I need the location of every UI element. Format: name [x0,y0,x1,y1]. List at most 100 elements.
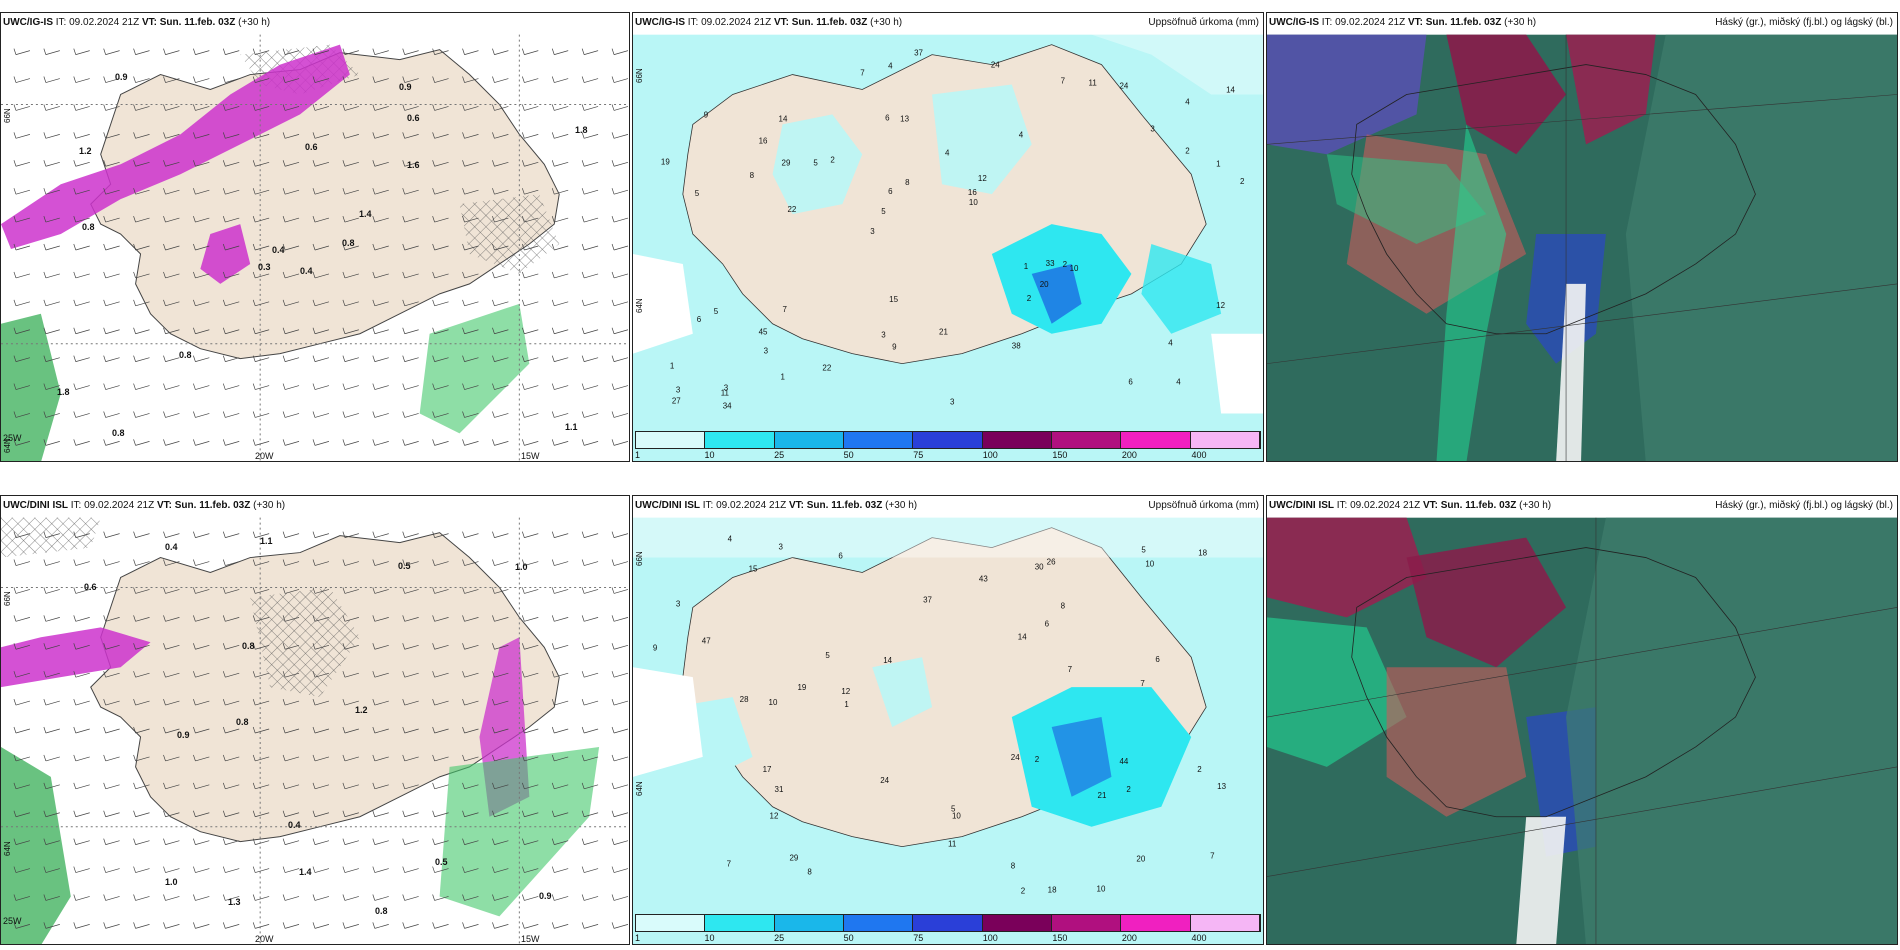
wind-barb [73,866,90,873]
precip-value-label: 24 [991,61,1000,70]
wind-barb [581,754,599,762]
wind-barb [13,327,31,335]
wind-barb [492,76,509,83]
wind-barb [193,615,210,622]
wind-barb [222,531,240,538]
wind-barb [522,243,539,251]
wind-barb [492,782,509,790]
wind-barb [252,188,270,195]
precip-value-label: 6 [885,113,890,122]
wind-barb [492,754,509,762]
wind-barb [551,838,569,845]
wind-barb [282,327,300,335]
wind-barb [372,894,389,901]
precip-value-label: 5 [695,189,700,198]
wind-barb [312,411,330,418]
wind-barb [13,866,31,873]
wind-barb [133,754,150,762]
wind-barb [73,922,90,929]
wind-barb [252,559,270,566]
colorbar-segment [913,432,983,448]
precip-value-label: 24 [1119,82,1128,91]
wind-barb [462,838,479,845]
precip-value-label: 8 [905,178,910,187]
precip-value-label: 9 [704,110,709,119]
wind-barb [432,531,449,538]
wind-barb [522,587,539,594]
wind-barb [581,698,599,706]
wind-barb [43,271,60,279]
wind-barb [611,726,629,734]
wind-barb [222,894,240,901]
precip-value-label: 13 [1217,782,1226,791]
lon-label: 15W [521,934,540,944]
colorbar-segment [982,432,1052,448]
wind-barb [43,643,60,650]
wind-barb [13,698,31,706]
wind-barb [103,132,120,139]
wind-barb [133,782,150,790]
wind-barb [611,866,629,873]
wind-barb [252,160,270,167]
colorbar-segment [636,432,706,448]
wind-barb [163,894,180,901]
lon-label: 25W [3,916,22,926]
wind-barb [252,215,270,223]
wind-barb [222,76,240,83]
wind-barb [222,782,240,790]
wind-barb [372,643,389,650]
wind-barb [163,726,180,734]
wind-barb [372,243,389,251]
wind-barb [581,215,599,223]
wind-barb [282,48,300,55]
lat-label: 66N [635,68,644,83]
precip-value-label: 30 [1035,563,1044,572]
wind-barb [611,810,629,818]
wind-barb [551,76,569,83]
wind-barb [163,355,180,362]
wind-barb [73,132,90,139]
wind-barb [551,894,569,901]
wind-map [1,517,629,944]
wind-barb [551,104,569,111]
wind-barb [193,160,210,167]
wind-barb [13,383,31,390]
wind-barb [282,922,300,929]
precip-value-label: 43 [979,574,988,583]
wind-barb [103,243,120,251]
wind-barb [581,866,599,873]
wind-barb [73,411,90,418]
wind-barb [222,922,240,929]
wind-barb [252,299,270,307]
colorbar [635,431,1261,449]
wind-barb [312,866,330,873]
wind-barb [432,754,449,762]
wind-barb [402,271,419,279]
wind-speed-label: 1.0 [515,562,528,572]
panel-title: Uppsöfnuð úrkoma (mm) [1148,17,1259,28]
panel-header: UWC/DINI ISL IT: 09.02.2024 21Z VT: Sun.… [1269,500,1552,511]
wind-barb [551,327,569,335]
wind-barb [252,922,270,929]
wind-barb [13,726,31,734]
wind-barb [43,671,60,678]
cloud-map [1267,517,1897,944]
wind-barb [43,188,60,195]
wind-barb [581,76,599,83]
wind-barb [312,104,330,111]
precip-value-label: 14 [779,114,788,123]
wind-barb [163,838,180,845]
wind-speed-label: 0.8 [82,222,95,232]
wind-barb [133,355,150,362]
wind-barb [163,243,180,251]
wind-speed-label: 0.8 [112,428,125,438]
precip-value-label: 10 [969,198,978,207]
wind-barb [432,922,449,929]
precip-value-label: 9 [892,343,897,352]
wind-barb [342,838,359,845]
precip-value-label: 7 [1061,77,1066,86]
wind-barb [372,299,389,307]
wind-barb [432,615,449,622]
wind-barb [73,383,90,390]
wind-speed-label: 0.5 [435,857,448,867]
